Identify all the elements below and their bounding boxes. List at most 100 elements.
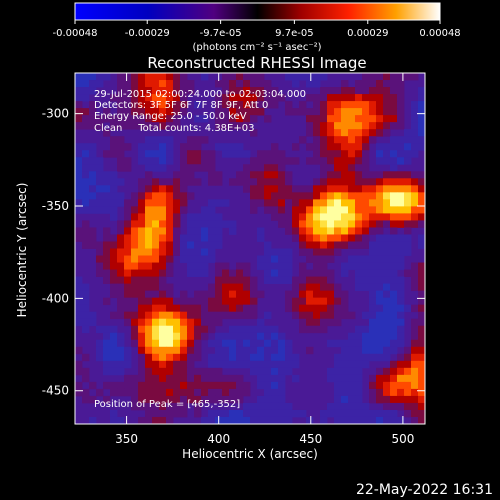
heatmap-cell — [418, 339, 425, 348]
heatmap-cell — [348, 213, 356, 221]
heatmap-cell — [264, 94, 272, 102]
heatmap-cell — [341, 206, 349, 214]
heatmap-cell — [180, 346, 188, 355]
heatmap-cell — [152, 388, 160, 397]
heatmap-cell — [411, 262, 419, 270]
heatmap-cell — [201, 388, 209, 397]
heatmap-cell — [404, 248, 412, 256]
heatmap-cell — [264, 339, 272, 348]
heatmap-cell — [390, 248, 398, 256]
heatmap-cell — [306, 157, 314, 165]
heatmap-cell — [159, 143, 167, 151]
colorbar-gradient — [74, 2, 441, 21]
heatmap-cell — [152, 122, 160, 130]
heatmap-cell — [376, 87, 384, 95]
heatmap-cell — [124, 262, 132, 270]
heatmap-cell — [334, 339, 342, 348]
heatmap-cell — [131, 115, 139, 123]
heatmap-cell — [159, 395, 167, 404]
heatmap-cell — [299, 73, 307, 81]
heatmap-cell — [166, 297, 174, 306]
colorbar-tick-label: -9.7e-05 — [200, 28, 242, 39]
heatmap-cell — [250, 206, 258, 214]
heatmap-cell — [334, 94, 342, 102]
heatmap-cell — [243, 171, 251, 179]
heatmap-cell — [334, 234, 342, 242]
heatmap-cell — [362, 213, 370, 221]
heatmap-cell — [138, 213, 146, 221]
heatmap-cell — [138, 346, 146, 355]
heatmap-cell — [348, 164, 356, 172]
heatmap-cell — [404, 374, 412, 383]
heatmap-cell — [362, 150, 370, 158]
heatmap-cell — [138, 206, 146, 214]
heatmap-cell — [327, 269, 335, 277]
heatmap-cell — [110, 185, 118, 193]
heatmap-cell — [243, 297, 251, 306]
heatmap-cell — [278, 346, 286, 355]
heatmap-cell — [334, 367, 342, 376]
heatmap-cell — [362, 115, 370, 123]
heatmap-cell — [201, 318, 209, 327]
heatmap-cell — [75, 388, 83, 397]
heatmap-cell — [355, 143, 363, 151]
heatmap-cell — [278, 255, 286, 263]
heatmap-cell — [355, 157, 363, 165]
heatmap-cell — [145, 80, 153, 88]
heatmap-cell — [173, 227, 181, 235]
heatmap-cell — [173, 213, 181, 221]
heatmap-cell — [320, 178, 328, 186]
heatmap-cell — [411, 409, 419, 418]
heatmap-cell — [194, 136, 202, 144]
heatmap-cell — [222, 143, 230, 151]
heatmap-cell — [397, 136, 405, 144]
heatmap-cell — [173, 115, 181, 123]
heatmap-cell — [362, 129, 370, 137]
heatmap-cell — [390, 241, 398, 249]
heatmap-cell — [271, 339, 279, 348]
heatmap-cell — [257, 185, 265, 193]
heatmap-cell — [327, 115, 335, 123]
colorbar-ticks: -0.00048 -0.00029 -9.7e-05 9.7e-05 0.00029 0.… — [53, 20, 461, 39]
heatmap-cell — [103, 325, 111, 334]
heatmap-cell — [341, 178, 349, 186]
heatmap-cell — [236, 171, 244, 179]
heatmap-cell — [250, 73, 258, 81]
heatmap-cell — [327, 87, 335, 95]
heatmap-cell — [124, 381, 132, 390]
heatmap-cell — [180, 73, 188, 81]
heatmap-cell — [341, 269, 349, 277]
heatmap-cell — [159, 101, 167, 109]
heatmap-cell — [236, 332, 244, 341]
heatmap-cell — [222, 220, 230, 228]
heatmap-cell — [327, 192, 335, 200]
heatmap-cell — [215, 346, 223, 355]
heatmap-cell — [376, 150, 384, 158]
heatmap-cell — [334, 318, 342, 327]
heatmap-cell — [306, 220, 314, 228]
heatmap-cell — [306, 248, 314, 256]
heatmap-cell — [96, 164, 104, 172]
heatmap-cell — [187, 192, 195, 200]
heatmap-cell — [229, 101, 237, 109]
heatmap-cell — [348, 129, 356, 137]
heatmap-cell — [271, 255, 279, 263]
heatmap-cell — [173, 234, 181, 242]
heatmap-cell — [243, 150, 251, 158]
heatmap-cell — [138, 227, 146, 235]
heatmap-cell — [313, 115, 321, 123]
heatmap-cell — [271, 395, 279, 404]
heatmap-cell — [110, 206, 118, 214]
heatmap-cell — [369, 213, 377, 221]
heatmap-cell — [180, 192, 188, 200]
heatmap-cell — [418, 122, 425, 130]
heatmap-cell — [236, 94, 244, 102]
heatmap-cell — [173, 311, 181, 320]
heatmap-cell — [180, 234, 188, 242]
heatmap-cell — [257, 318, 265, 327]
heatmap-cell — [257, 94, 265, 102]
heatmap-cell — [334, 122, 342, 130]
heatmap-cell — [285, 339, 293, 348]
heatmap-cell — [348, 360, 356, 369]
heatmap-cell — [131, 402, 139, 411]
